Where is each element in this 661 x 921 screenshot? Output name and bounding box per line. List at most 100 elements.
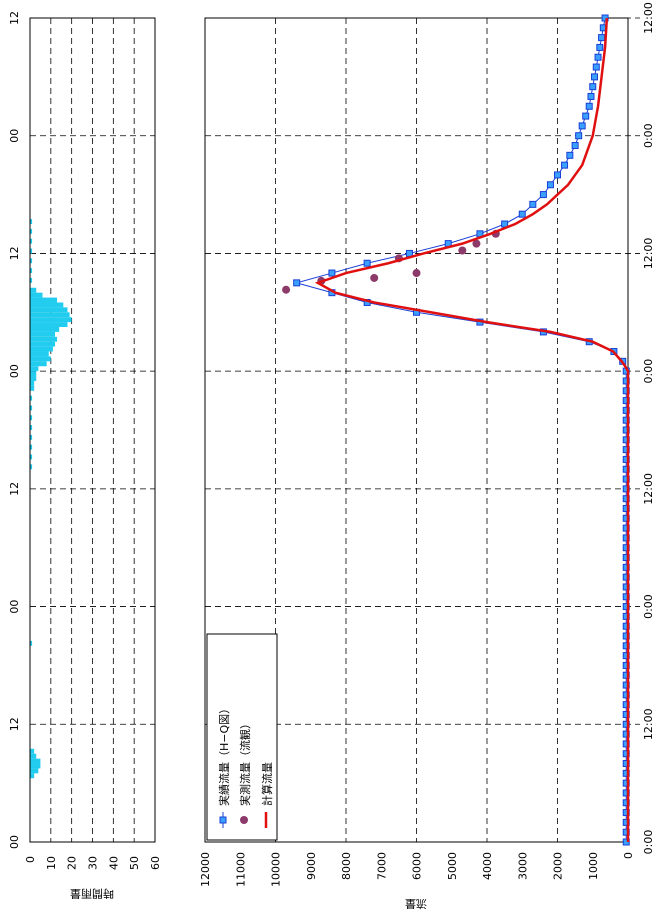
rain-bar <box>30 258 33 264</box>
rain-bar <box>30 380 35 386</box>
series-point-square <box>363 259 371 267</box>
rain-bar <box>30 277 33 283</box>
rain-chart: 0 10 20 30 40 50 60 00 12 00 12 00 12 00 12 時間雨量 <box>8 11 162 900</box>
series-point-square <box>546 181 554 189</box>
rain-ytick-label: 50 <box>128 856 141 870</box>
legend-item-measured: 実測流量（流観） <box>238 718 252 824</box>
series-point-square <box>328 269 336 277</box>
rain-grid <box>30 17 155 842</box>
flow-time-label: 0:00 <box>642 830 655 855</box>
legend-square-marker <box>219 816 227 824</box>
flow-ytick-label: 5000 <box>446 852 459 880</box>
rain-bar <box>30 753 37 759</box>
rain-time-label: 00 <box>8 600 21 614</box>
rain-bar <box>30 351 49 357</box>
series-point-square <box>598 34 606 42</box>
rain-bar <box>30 425 33 430</box>
rain-bar <box>30 322 68 327</box>
rain-time-label: 12 <box>8 246 21 260</box>
series-point-circle <box>370 273 379 282</box>
series-point-square <box>578 122 586 130</box>
series-point-square <box>587 92 595 100</box>
rain-bar <box>30 287 37 293</box>
series-point-square <box>591 73 599 81</box>
rain-bar <box>30 268 33 274</box>
rain-time-label: 00 <box>8 835 21 849</box>
flow-y-ticks: 0 1000 2000 3000 4000 5000 6000 7000 8000 9000 100… <box>199 852 635 887</box>
series-point-square <box>529 200 537 208</box>
series-point-square <box>596 43 604 51</box>
rain-bar <box>30 768 39 774</box>
rain-bar <box>30 297 58 303</box>
rain-bar <box>30 317 72 323</box>
rain-bar <box>30 331 55 337</box>
rain-y-ticks: 0 10 20 30 40 50 60 <box>24 856 162 870</box>
rain-bar <box>30 773 35 779</box>
rain-bar <box>30 405 33 411</box>
flow-time-label: 12:00 <box>642 708 655 740</box>
series-point-circle <box>458 246 467 255</box>
rain-bar <box>30 312 70 318</box>
legend-label-1: 実績流量（H−Q図） <box>217 703 231 806</box>
flow-ytick-label: 11000 <box>234 852 247 887</box>
flow-ytick-label: 6000 <box>411 852 424 880</box>
series-point-square <box>539 191 547 199</box>
flow-time-label: 12:00 <box>642 238 655 270</box>
legend-item-observed-hq: 実績流量（H−Q図） <box>217 703 231 828</box>
rain-bar <box>30 327 60 332</box>
flow-time-label: 0:00 <box>642 594 655 619</box>
rain-bar <box>30 292 43 298</box>
rain-ytick-label: 60 <box>149 856 162 870</box>
flow-time-label: 12:00 <box>642 473 655 505</box>
rain-time-label: 00 <box>8 129 21 143</box>
series-point-square <box>571 142 579 150</box>
rain-bar <box>30 763 41 769</box>
rain-bar <box>30 228 33 234</box>
legend-box <box>206 633 278 841</box>
rain-bar <box>30 336 58 342</box>
rain-bar <box>30 361 47 367</box>
flow-legend: 実績流量（H−Q図） 実測流量（流観） 計算流量 <box>206 633 278 841</box>
rain-ytick-label: 0 <box>24 856 37 863</box>
rain-bar <box>30 415 33 421</box>
flow-ytick-label: 9000 <box>305 852 318 880</box>
flow-ytick-label: 8000 <box>340 852 353 880</box>
legend-circle-marker <box>240 816 248 824</box>
series-point-square <box>293 279 301 287</box>
legend-label-3: 計算流量 <box>260 762 274 806</box>
flow-ytick-label: 10000 <box>270 852 283 887</box>
rain-bar <box>30 248 33 254</box>
flow-time-label: 12:00 <box>642 2 655 34</box>
legend-item-computed: 計算流量 <box>260 762 274 828</box>
rain-bar <box>30 444 33 450</box>
rain-bar <box>30 307 68 313</box>
rain-bar <box>30 454 33 460</box>
series-point-square <box>561 161 569 169</box>
rain-bar <box>30 434 33 440</box>
series-point-circle <box>282 285 291 294</box>
flow-series <box>282 14 630 846</box>
series-point-square <box>594 53 602 61</box>
rain-bar <box>30 356 51 362</box>
legend-label-2: 実測流量（流観） <box>238 718 252 806</box>
rain-plot-frame <box>29 17 156 843</box>
flow-ytick-label: 12000 <box>199 852 212 887</box>
flow-ytick-label: 1000 <box>587 852 600 880</box>
series-point-square <box>589 83 597 91</box>
flow-time-label: 0:00 <box>642 123 655 148</box>
rain-ytick-label: 20 <box>66 856 79 870</box>
series-point-square <box>592 63 600 71</box>
flow-ytick-label: 3000 <box>516 852 529 880</box>
rain-time-label: 12 <box>8 717 21 731</box>
rain-bar <box>30 371 37 377</box>
rain-time-label: 12 <box>8 11 21 25</box>
rain-ylabel: 時間雨量 <box>70 887 114 900</box>
flow-chart: 0 1000 2000 3000 4000 5000 6000 7000 8000 9000 100… <box>199 2 655 911</box>
rain-ytick-label: 30 <box>87 856 100 870</box>
rain-bar <box>30 640 33 646</box>
rain-bar <box>30 302 64 308</box>
rain-bar <box>30 219 33 224</box>
series-point-square <box>518 210 526 218</box>
flow-ytick-label: 2000 <box>552 852 565 880</box>
